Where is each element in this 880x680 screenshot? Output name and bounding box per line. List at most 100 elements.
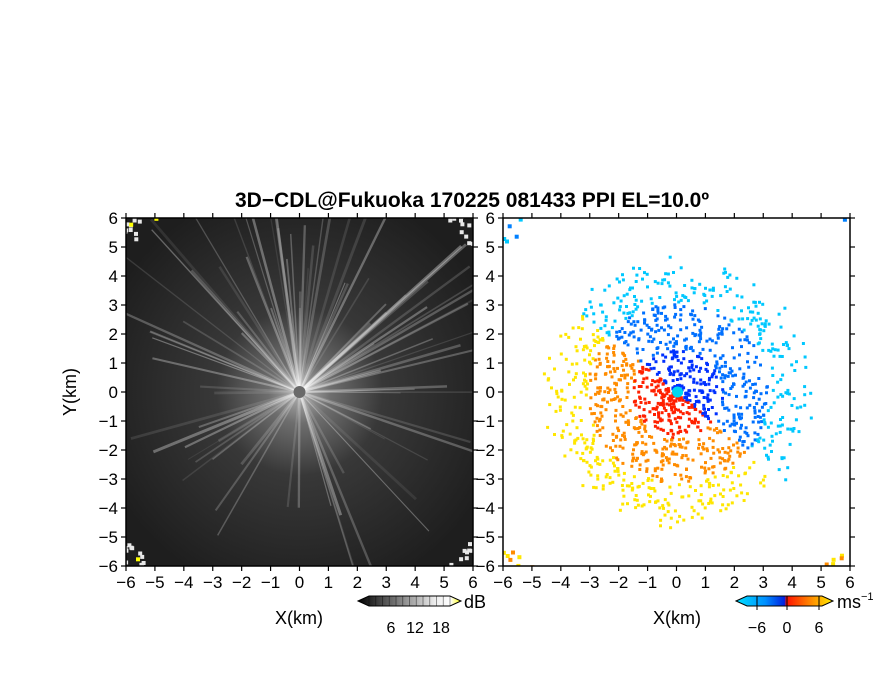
reflectivity-echo bbox=[259, 614, 263, 618]
velocity-cell bbox=[728, 424, 732, 428]
reflectivity-echo bbox=[87, 309, 91, 313]
reflectivity-echo bbox=[306, 162, 310, 166]
velocity-cell bbox=[553, 367, 556, 371]
reflectivity-echo bbox=[256, 168, 260, 172]
reflectivity-echo bbox=[67, 339, 71, 343]
reflectivity-echo bbox=[498, 257, 502, 261]
velocity-cell bbox=[607, 284, 611, 288]
velocity-cell bbox=[665, 447, 668, 451]
velocity-cell bbox=[643, 318, 647, 322]
reflectivity-echo bbox=[348, 613, 352, 617]
reflectivity-ray bbox=[251, 218, 301, 393]
velocity-cell bbox=[682, 518, 686, 522]
velocity-cell bbox=[721, 327, 725, 331]
velocity-cell bbox=[754, 304, 758, 308]
velocity-cell bbox=[681, 454, 685, 457]
velocity-cell bbox=[653, 469, 657, 473]
y-tick-label: −5 bbox=[99, 528, 118, 547]
y-tick-label: −1 bbox=[99, 412, 118, 431]
velocity-cell bbox=[702, 381, 706, 385]
velocity-echo bbox=[739, 159, 743, 163]
velocity-cell bbox=[579, 390, 583, 394]
velocity-echo bbox=[861, 526, 865, 530]
velocity-cell bbox=[584, 393, 588, 397]
reflectivity-echo bbox=[499, 261, 503, 265]
x-tick-label: 5 bbox=[816, 573, 825, 592]
reflectivity-echo bbox=[467, 223, 472, 228]
y-tick-label: −4 bbox=[476, 499, 495, 518]
reflectivity-echo bbox=[127, 543, 132, 548]
velocity-echo bbox=[689, 637, 693, 641]
velocity-cell bbox=[781, 394, 785, 398]
velocity-cell bbox=[700, 357, 704, 361]
velocity-cell bbox=[704, 411, 707, 415]
velocity-echo bbox=[690, 166, 694, 170]
velocity-cell bbox=[636, 351, 639, 355]
velocity-echo bbox=[743, 612, 747, 616]
velocity-cell bbox=[694, 365, 698, 369]
velocity-echo bbox=[642, 166, 646, 170]
velocity-cell bbox=[652, 357, 656, 361]
velocity-cell bbox=[748, 466, 752, 470]
velocity-echo bbox=[691, 636, 695, 640]
velocity-cell bbox=[659, 341, 662, 344]
velocity-cell bbox=[680, 445, 684, 449]
reflectivity-ray bbox=[182, 320, 300, 393]
velocity-cell bbox=[632, 448, 635, 452]
velocity-cell bbox=[595, 365, 599, 369]
velocity-cell bbox=[784, 478, 788, 482]
velocity-cell bbox=[782, 343, 785, 346]
velocity-cell bbox=[738, 435, 742, 439]
velocity-echo bbox=[505, 554, 510, 558]
velocity-echo bbox=[785, 194, 789, 198]
velocity-cell bbox=[721, 373, 725, 377]
velocity-cell bbox=[771, 374, 775, 377]
velocity-cell bbox=[697, 340, 701, 344]
velocity-cell bbox=[711, 465, 715, 469]
velocity-cell bbox=[592, 433, 596, 437]
reflectivity-echo bbox=[65, 449, 69, 453]
velocity-cell bbox=[758, 317, 762, 321]
velocity-cell bbox=[640, 452, 644, 456]
velocity-cell bbox=[664, 388, 668, 392]
velocity-cell bbox=[640, 434, 644, 438]
velocity-cell bbox=[735, 276, 739, 280]
reflectivity-echo bbox=[80, 440, 84, 444]
velocity-cell bbox=[612, 301, 616, 305]
velocity-cell bbox=[724, 270, 727, 274]
velocity-cell bbox=[718, 366, 722, 370]
velocity-cell bbox=[719, 430, 723, 434]
velocity-cell bbox=[678, 429, 682, 433]
reflectivity-echo bbox=[459, 557, 464, 562]
velocity-cell bbox=[634, 458, 638, 462]
velocity-cell bbox=[756, 324, 760, 328]
velocity-cell bbox=[550, 386, 553, 390]
velocity-cell bbox=[698, 282, 702, 286]
velocity-cell bbox=[623, 437, 627, 441]
velocity-echo bbox=[874, 263, 878, 267]
velocity-cell bbox=[631, 452, 635, 456]
velocity-echo bbox=[566, 179, 570, 183]
velocity-cell bbox=[609, 398, 613, 402]
velocity-cell bbox=[573, 375, 577, 379]
velocity-echo bbox=[694, 166, 698, 170]
reflectivity-echo bbox=[230, 162, 234, 166]
velocity-cell bbox=[803, 385, 807, 389]
reflectivity-echo bbox=[316, 629, 320, 633]
velocity-echo bbox=[759, 178, 763, 182]
velocity-cell bbox=[559, 334, 563, 338]
velocity-cell bbox=[694, 418, 697, 422]
reflectivity-echo bbox=[365, 610, 369, 614]
reflectivity-echo bbox=[136, 557, 140, 562]
velocity-cell bbox=[690, 363, 694, 367]
velocity-cell bbox=[740, 309, 743, 313]
velocity-cell bbox=[650, 340, 654, 344]
velocity-cell bbox=[625, 292, 629, 296]
velocity-cell bbox=[662, 359, 666, 363]
reflectivity-echo bbox=[205, 168, 209, 172]
velocity-cell bbox=[638, 414, 642, 418]
velocity-cell bbox=[623, 435, 626, 439]
velocity-cell bbox=[620, 364, 624, 368]
velocity-cell bbox=[678, 318, 682, 322]
